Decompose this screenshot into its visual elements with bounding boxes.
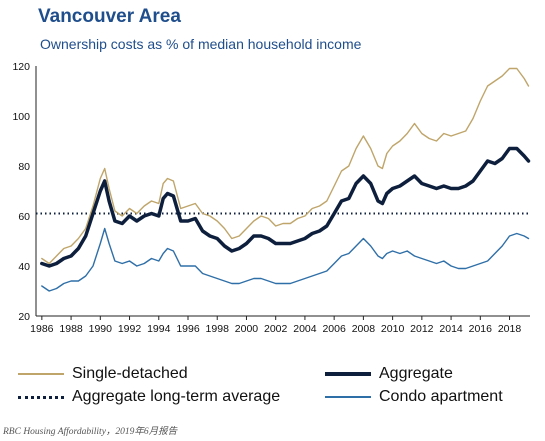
x-tick-label: 1992: [118, 323, 142, 335]
x-tick-label: 2008: [352, 323, 376, 335]
line-aggregate: [40, 146, 531, 268]
x-tick-label: 2010: [381, 323, 405, 335]
x-tick-label: 1988: [59, 323, 83, 335]
legend-swatch-condo-apartment: [325, 396, 371, 398]
y-tick-label: 60: [18, 211, 30, 223]
x-tick-label: 1998: [206, 323, 230, 335]
legend-label-condo-apartment: Condo apartment: [379, 388, 503, 405]
x-tick-label: 2012: [410, 323, 434, 335]
legend-swatch-aggregate: [325, 372, 371, 376]
legend-item-long-term-average: Aggregate long-term average: [18, 388, 280, 406]
legend-item-condo-apartment: Condo apartment: [325, 388, 503, 406]
legend-item-single-detached: Single-detached: [18, 365, 188, 383]
x-tick-label: 2000: [235, 323, 259, 335]
x-tick-label: 2018: [498, 323, 522, 335]
y-tick-label: 40: [18, 261, 30, 273]
x-tick-label: 2006: [322, 323, 346, 335]
legend-label-single-detached: Single-detached: [72, 365, 188, 382]
line-condo-apartment: [41, 227, 530, 292]
x-tick-label: 2004: [293, 323, 317, 335]
y-tick-label: 100: [12, 111, 30, 123]
x-tick-label: 1996: [176, 323, 200, 335]
legend-item-aggregate: Aggregate: [325, 365, 453, 383]
legend-swatch-single-detached: [18, 373, 64, 375]
x-tick-label: 2014: [439, 323, 463, 335]
y-tick-label: 120: [12, 61, 30, 73]
line-single-detached: [41, 67, 530, 265]
chart-subtitle: Ownership costs as % of median household…: [40, 36, 362, 52]
source-note: RBC Housing Affordability，2019年6月报告: [3, 427, 178, 437]
x-tick-label: 2016: [469, 323, 493, 335]
y-tick-label: 80: [18, 161, 30, 173]
legend-label-aggregate: Aggregate: [379, 365, 453, 382]
legend-label-long-term-average: Aggregate long-term average: [72, 388, 281, 405]
x-tick-label: 1994: [147, 323, 171, 335]
x-tick-label: 1990: [89, 323, 113, 335]
y-tick-label: 20: [18, 311, 30, 323]
chart-title: Vancouver Area: [38, 6, 181, 27]
legend-swatch-long-term-average: [18, 395, 64, 399]
x-tick-label: 1986: [30, 323, 54, 335]
x-tick-label: 2002: [264, 323, 288, 335]
